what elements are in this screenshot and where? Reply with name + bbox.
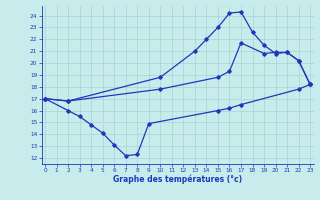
X-axis label: Graphe des températures (°c): Graphe des températures (°c)	[113, 175, 242, 184]
